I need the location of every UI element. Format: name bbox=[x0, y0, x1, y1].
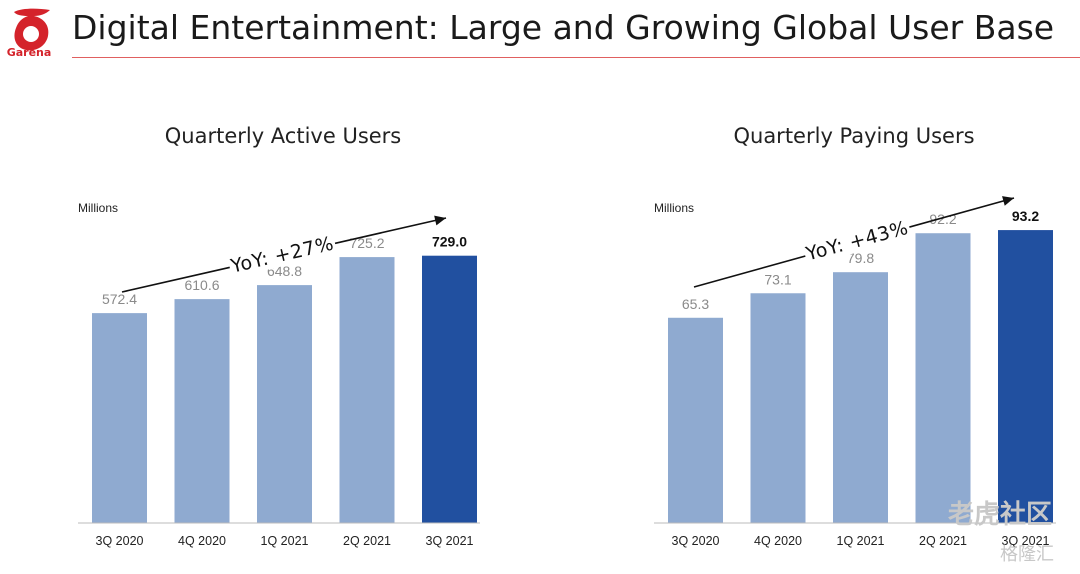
value-label: 73.1 bbox=[764, 271, 791, 287]
trend-arrow-head bbox=[1002, 196, 1014, 206]
bar-3q-2021 bbox=[998, 230, 1053, 524]
tick-label: 4Q 2020 bbox=[754, 534, 802, 548]
value-label: 572.4 bbox=[102, 291, 137, 307]
value-label: 65.3 bbox=[682, 296, 709, 312]
chart-title-paying-users: Quarterly Paying Users bbox=[733, 124, 975, 148]
logo-text: Garena bbox=[6, 46, 52, 59]
tick-label: 2Q 2021 bbox=[919, 534, 967, 548]
garena-logo-icon bbox=[14, 8, 50, 51]
bar-1q-2021 bbox=[257, 285, 312, 523]
bar-3q-2021 bbox=[422, 255, 477, 523]
trend-arrow-head bbox=[434, 215, 446, 226]
value-label: 610.6 bbox=[184, 277, 219, 293]
value-label: 79.8 bbox=[847, 250, 874, 266]
tick-label: 2Q 2021 bbox=[343, 534, 391, 548]
bar-4q-2020 bbox=[174, 299, 230, 523]
tick-label: 1Q 2021 bbox=[261, 534, 309, 548]
tick-label: 3Q 2021 bbox=[426, 534, 474, 548]
value-label: 729.0 bbox=[432, 234, 467, 250]
tick-label: 1Q 2021 bbox=[837, 534, 885, 548]
chart-title-active-users: Quarterly Active Users bbox=[164, 124, 402, 148]
value-label: 92.2 bbox=[929, 211, 956, 227]
bar-2q-2021 bbox=[339, 257, 395, 523]
watermark-text: 老虎社区 bbox=[948, 500, 1053, 530]
page-title: Digital Entertainment: Large and Growing… bbox=[72, 8, 1055, 47]
tick-label: 3Q 2020 bbox=[96, 534, 144, 548]
tick-label: 4Q 2020 bbox=[178, 534, 226, 548]
units-label-paying-users: Millions bbox=[654, 201, 695, 215]
value-label: 93.2 bbox=[1012, 208, 1039, 224]
bar-1q-2021 bbox=[833, 272, 888, 523]
annotation-background bbox=[801, 214, 913, 266]
bar-3q-2020 bbox=[668, 317, 723, 523]
tick-label: 3Q 2021 bbox=[1002, 534, 1050, 548]
annotation-background bbox=[226, 230, 338, 278]
units-label-active-users: Millions bbox=[78, 201, 119, 215]
bar-3q-2020 bbox=[92, 313, 147, 523]
bar-2q-2021 bbox=[915, 233, 971, 523]
value-label: 725.2 bbox=[349, 235, 384, 251]
tick-label: 3Q 2020 bbox=[672, 534, 720, 548]
watermark-text-2: 格隆汇 bbox=[1000, 544, 1054, 565]
title-divider bbox=[72, 57, 1080, 58]
bar-4q-2020 bbox=[750, 293, 806, 523]
